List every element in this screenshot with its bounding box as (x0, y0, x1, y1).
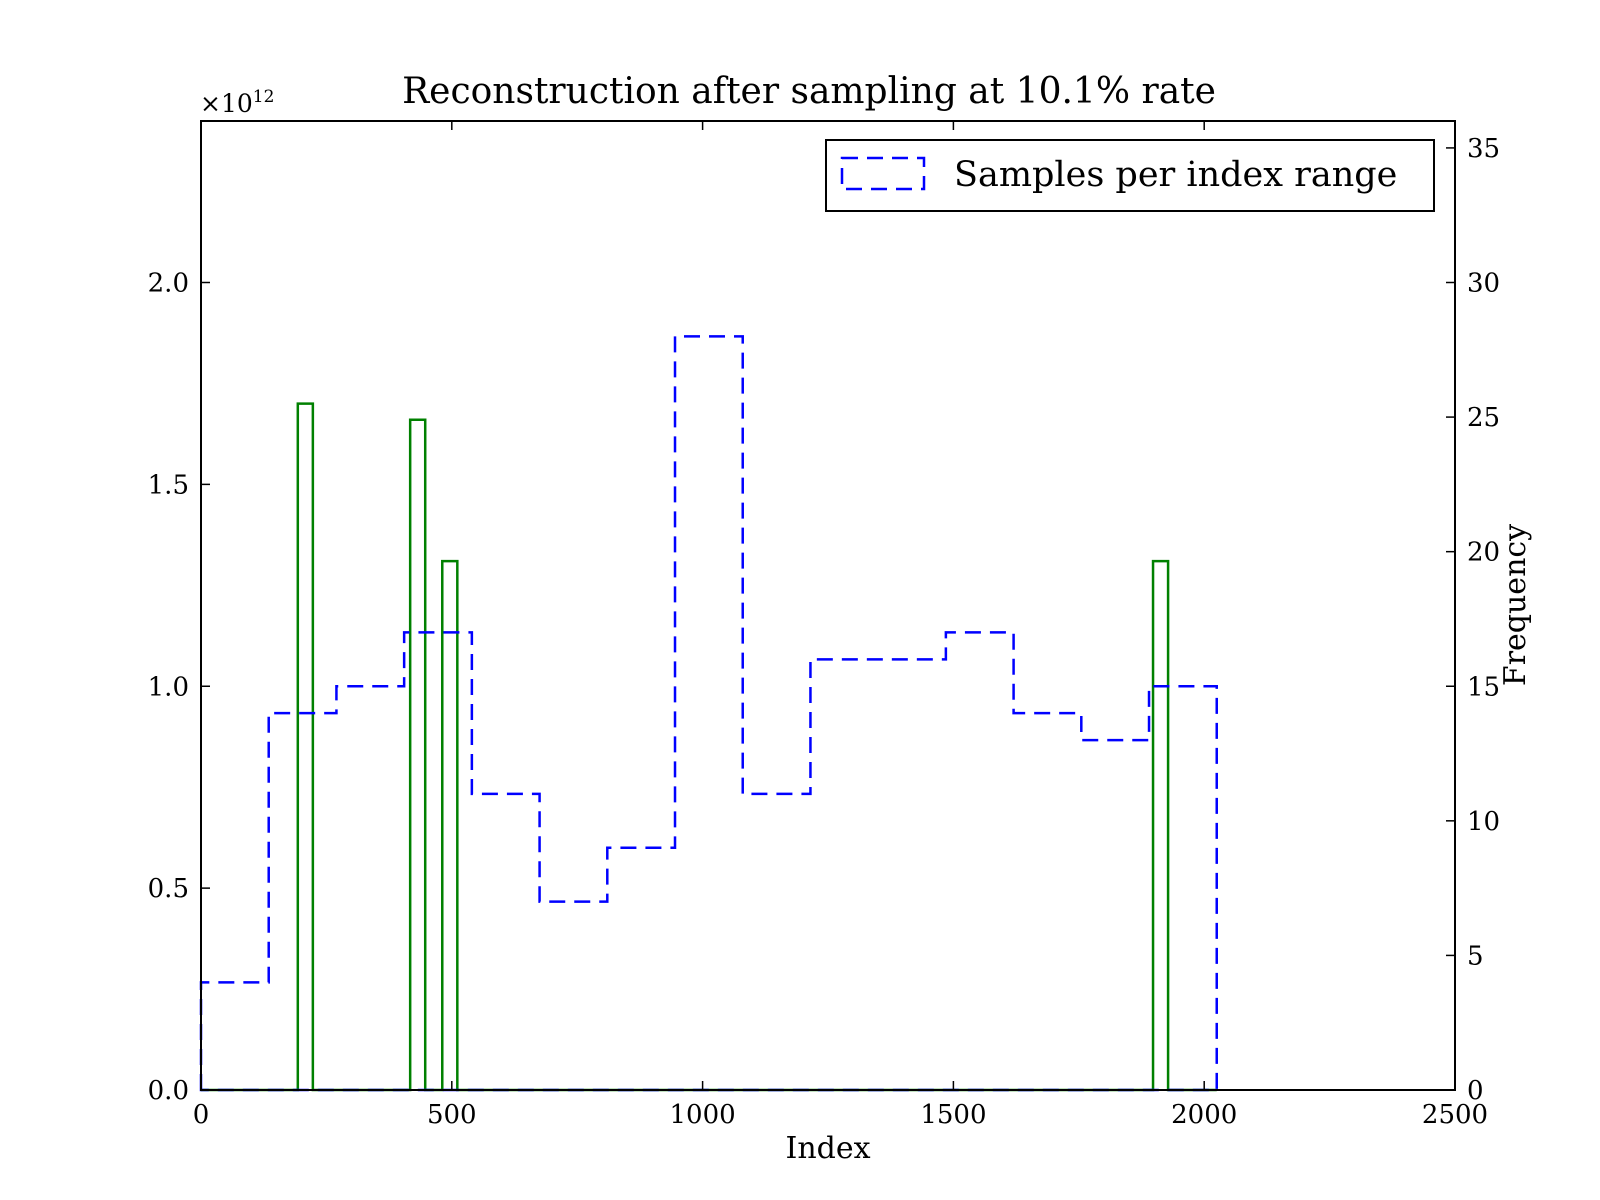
samples-bin (269, 713, 337, 1090)
reconstruction-bars (201, 402, 1217, 1092)
reconstruction-bar (442, 561, 457, 1090)
y2-tick-label: 0 (1467, 1076, 1484, 1106)
samples-bin (201, 982, 269, 1090)
samples-bin (336, 686, 404, 1090)
x-tick-label: 500 (427, 1100, 477, 1130)
samples-bin (404, 632, 472, 1090)
reconstruction-bar (298, 404, 313, 1090)
samples-bin (946, 632, 1014, 1090)
reconstruction-bar (410, 420, 425, 1090)
chart-title: Reconstruction after sampling at 10.1% r… (402, 71, 1216, 112)
x-axis-label: Index (785, 1131, 870, 1166)
samples-bin (878, 659, 946, 1090)
y-tick-label: 2.0 (148, 269, 189, 299)
x-tick-label: 2500 (1422, 1100, 1488, 1130)
x-tick-label: 1500 (920, 1100, 986, 1130)
legend-swatch-samples (840, 156, 926, 191)
samples-bin (1014, 713, 1082, 1090)
y2-tick-label: 20 (1467, 538, 1500, 568)
y-tick-label: 0.5 (148, 874, 189, 904)
legend: Samples per index range (825, 139, 1435, 212)
y-tick-label: 1.5 (148, 470, 189, 500)
samples-bin (540, 902, 608, 1090)
reconstruction-bar (1153, 561, 1168, 1090)
samples-bin (810, 659, 878, 1090)
legend-label-samples: Samples per index range (954, 155, 1397, 195)
y2-tick-label: 5 (1467, 941, 1484, 971)
ticks-layer: 0 500 1000 1500 2000 2500 0.0 0.5 1.0 1.5 2.0 0 5 10 1… (148, 121, 1500, 1130)
legend-box (825, 139, 1435, 212)
y2-axis-label: Frequency (1498, 524, 1533, 686)
series-layer (199, 335, 1218, 1092)
y2-tick-label: 30 (1467, 269, 1500, 299)
x-tick-label: 2000 (1171, 1100, 1237, 1130)
samples-bin (743, 794, 811, 1090)
samples-bin (675, 336, 743, 1090)
x-tick-label: 1000 (670, 1100, 736, 1130)
y2-tick-label: 35 (1467, 134, 1500, 164)
y2-tick-label: 15 (1467, 672, 1500, 702)
y2-tick-label: 10 (1467, 807, 1500, 837)
samples-bin (472, 794, 540, 1090)
x-tick-label: 0 (193, 1100, 210, 1130)
samples-bin (607, 848, 675, 1090)
samples-bin (1149, 686, 1217, 1090)
y-tick-label: 1.0 (148, 672, 189, 702)
y-tick-label: 0.0 (148, 1076, 189, 1106)
y2-tick-label: 25 (1467, 403, 1500, 433)
plot-area-frame (200, 120, 1456, 1091)
samples-bin (1081, 740, 1149, 1090)
y-axis-multiplier: ×1012 (200, 87, 274, 118)
samples-histogram (199, 335, 1218, 1092)
